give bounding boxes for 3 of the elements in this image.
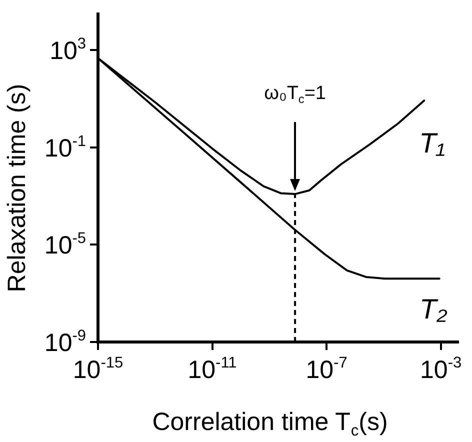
- y-axis-title: Relaxation time (s): [3, 84, 31, 292]
- series-label: T₂: [419, 294, 448, 325]
- series-label: T₁: [419, 128, 446, 159]
